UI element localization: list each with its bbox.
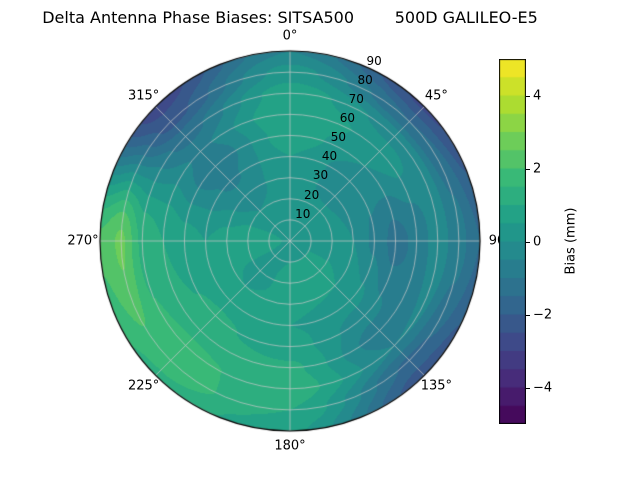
colorbar <box>499 59 526 424</box>
radial-tick-label: 20 <box>304 187 320 202</box>
colorbar-tick-label: −4 <box>533 380 553 395</box>
colorbar-tick-mark <box>526 168 530 170</box>
radial-tick-label: 90 <box>366 53 382 68</box>
colorbar-tick-label: 2 <box>533 161 542 176</box>
azimuth-label: 225° <box>127 378 160 394</box>
radial-tick-label: 30 <box>312 168 329 183</box>
colorbar-label: Bias (mm) <box>563 207 579 275</box>
colorbar-tick-label: 4 <box>533 88 542 103</box>
azimuth-label: 315° <box>127 88 160 104</box>
azimuth-label: 270° <box>67 233 99 249</box>
colorbar-tick-mark <box>526 95 530 97</box>
colorbar-tick-label: 0 <box>533 234 542 249</box>
azimuth-label: 180° <box>274 438 306 454</box>
radial-tick-label: 50 <box>330 130 347 145</box>
colorbar-tick-mark <box>526 241 530 243</box>
radial-tick-label: 40 <box>321 149 338 164</box>
colorbar-tick-label: −2 <box>533 307 553 322</box>
radial-tick-label: 80 <box>357 72 373 87</box>
azimuth-label: 0° <box>282 28 298 44</box>
radial-tick-label: 70 <box>348 91 364 106</box>
colorbar-tick-mark <box>526 314 530 316</box>
azimuth-label: 135° <box>420 378 453 394</box>
colorbar-tick-mark <box>526 387 530 389</box>
radial-tick-label: 10 <box>295 206 311 221</box>
azimuth-label: 45° <box>424 88 448 104</box>
radial-tick-label: 60 <box>339 111 355 126</box>
